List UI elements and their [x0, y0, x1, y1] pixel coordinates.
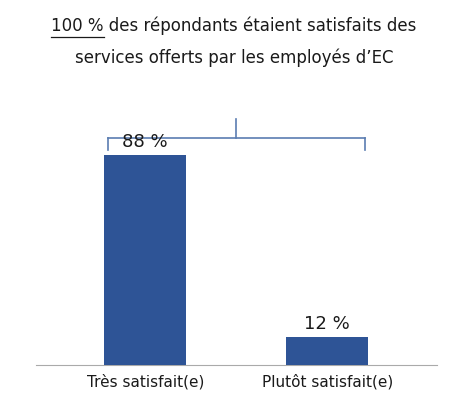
Text: 88 %: 88 %: [122, 133, 168, 151]
Text: 100 % des répondants étaient satisfaits des: 100 % des répondants étaient satisfaits …: [51, 17, 417, 35]
Bar: [286, 337, 368, 365]
Bar: [104, 155, 186, 365]
Text: services offerts par les employés d’EC: services offerts par les employés d’EC: [75, 48, 393, 67]
Text: 12 %: 12 %: [304, 315, 350, 333]
